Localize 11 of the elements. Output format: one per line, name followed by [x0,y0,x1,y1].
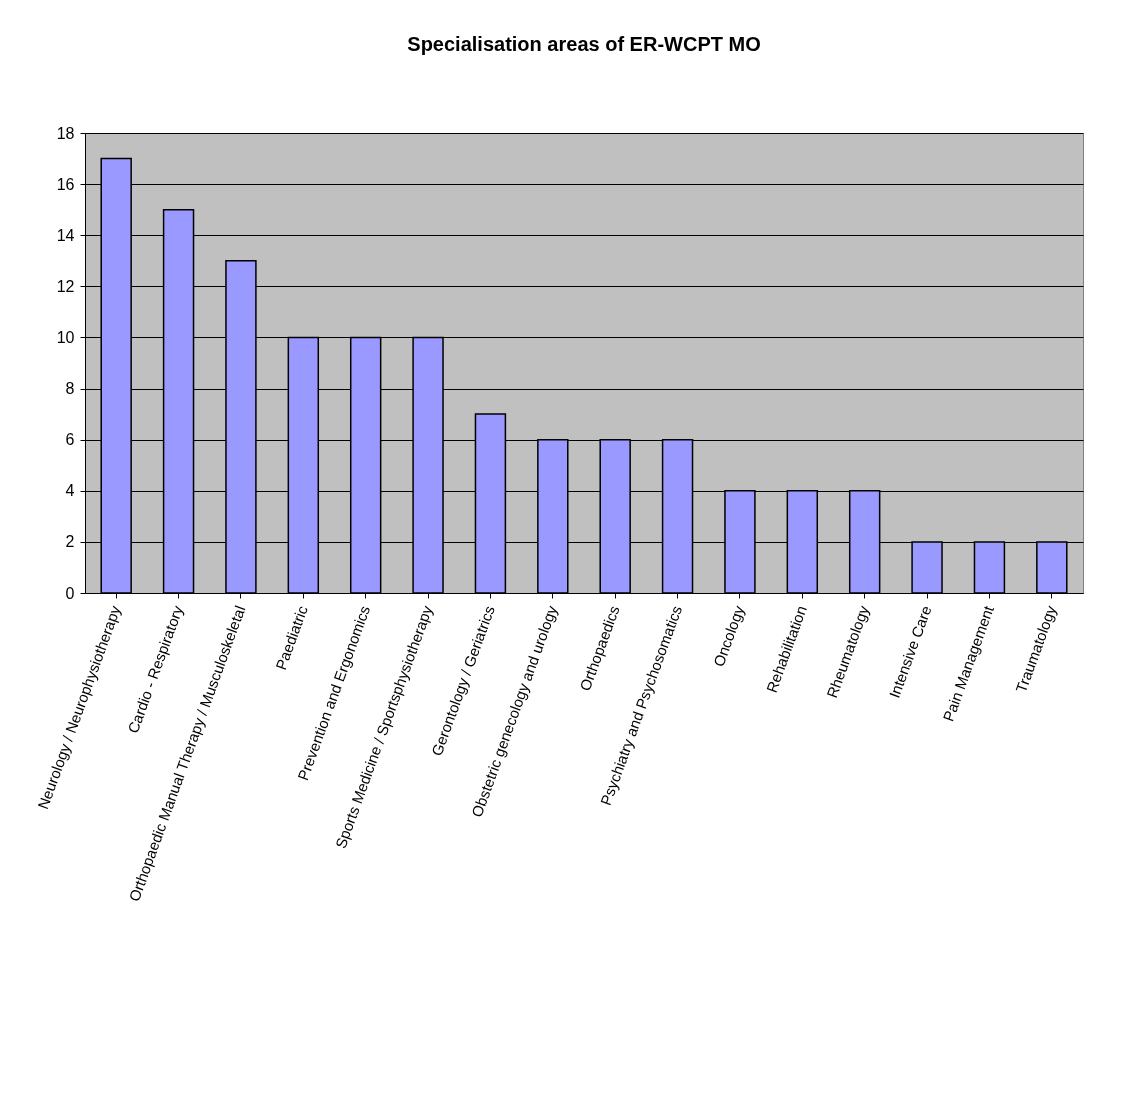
y-tick-label: 10 [56,328,75,346]
y-tick-label: 14 [56,226,75,244]
y-tick-label: 4 [65,482,75,500]
y-tick-label: 16 [56,175,75,193]
y-tick-label: 0 [65,584,75,602]
y-tick-label: 18 [56,124,75,142]
y-tick-label: 12 [56,277,75,295]
y-tick-label: 8 [65,380,75,398]
y-tick-label: 6 [65,431,75,449]
chart-title: Specialisation areas of ER-WCPT MO [407,33,761,55]
y-tick-label: 2 [65,533,75,551]
